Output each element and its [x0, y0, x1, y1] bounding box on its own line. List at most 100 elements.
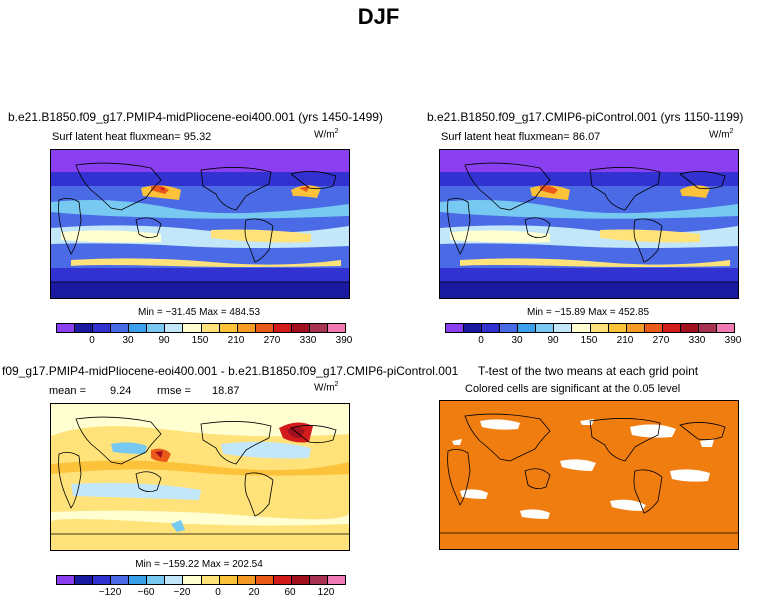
colorbar-swatch [75, 576, 94, 584]
colorbar-tick-label: 330 [688, 335, 706, 346]
colorbar-swatch [129, 324, 148, 332]
panel1-minmax: Min = −31.45 Max = 484.53 [137, 307, 261, 318]
colorbar-tick-label: 30 [122, 335, 134, 346]
panel3-title: f09_g17.PMIP4-midPliocene-eoi400.001 - b… [2, 364, 459, 378]
colorbar-tick-label: 330 [299, 335, 317, 346]
colorbar-tick-label: 90 [158, 335, 170, 346]
colorbar-swatch [500, 324, 519, 332]
colorbar-tick-label: 120 [317, 587, 335, 598]
colorbar-swatch [291, 576, 310, 584]
colorbar-swatch [309, 324, 328, 332]
colorbar-swatch [129, 576, 148, 584]
colorbar-swatch [626, 324, 645, 332]
panel1-subtitle: Surf latent heat fluxmean= 95.32 [52, 131, 212, 143]
colorbar-swatch [572, 324, 591, 332]
colorbar-swatch [111, 324, 130, 332]
colorbar-tick-label: 210 [616, 335, 634, 346]
colorbar-swatch [590, 324, 609, 332]
panel2-units: W/m2 [709, 128, 733, 140]
panel1-units: W/m2 [314, 128, 338, 140]
colorbar-swatch [273, 576, 292, 584]
units-base: W/m [314, 129, 335, 141]
colorbar-tick-label: 270 [652, 335, 670, 346]
units-exp: 2 [334, 381, 339, 388]
panel4-map [439, 400, 739, 550]
colorbar-swatch [165, 576, 184, 584]
colorbar-tick-label: 60 [284, 587, 296, 598]
colorbar-tick-label: 20 [248, 587, 260, 598]
colorbar-tick-label: 390 [335, 335, 353, 346]
panel1-map [50, 149, 350, 299]
colorbar-swatch [273, 324, 292, 332]
panel1-colorbar [56, 323, 346, 333]
colorbar-swatch [554, 324, 573, 332]
colorbar-tick-label: 210 [227, 335, 245, 346]
colorbar-tick-label: −120 [98, 587, 122, 598]
colorbar-swatch [57, 576, 76, 584]
panel3-colorbar-ticks: −120 −60 −20 0 20 60 120 [56, 587, 344, 599]
colorbar-swatch [464, 324, 483, 332]
colorbar-swatch [327, 576, 345, 584]
colorbar-swatch [111, 576, 130, 584]
units-exp: 2 [334, 128, 339, 135]
colorbar-swatch [309, 576, 328, 584]
colorbar-swatch [147, 576, 166, 584]
colorbar-swatch [57, 324, 76, 332]
units-exp: 2 [729, 128, 734, 135]
colorbar-tick-label: 30 [511, 335, 523, 346]
colorbar-swatch [255, 324, 274, 332]
panel2-map [439, 149, 739, 299]
colorbar-swatch [482, 324, 501, 332]
panel4-title: T-test of the two means at each grid poi… [478, 364, 699, 378]
colorbar-swatch [219, 576, 238, 584]
colorbar-tick-label: 0 [215, 587, 221, 598]
colorbar-tick-label: 0 [89, 335, 95, 346]
panel3-map [50, 403, 350, 551]
colorbar-tick-label: −60 [137, 587, 155, 598]
colorbar-swatch [644, 324, 663, 332]
colorbar-swatch [93, 576, 112, 584]
panel4-subtitle: Colored cells are significant at the 0.0… [465, 383, 681, 395]
colorbar-swatch [446, 324, 465, 332]
colorbar-tick-label: 90 [547, 335, 559, 346]
colorbar-swatch [237, 324, 256, 332]
colorbar-tick-label: 270 [263, 335, 281, 346]
panel2-minmax: Min = −15.89 Max = 452.85 [526, 307, 650, 318]
panel2-title: b.e21.B1850.f09_g17.CMIP6-piControl.001 … [427, 110, 744, 124]
colorbar-swatch [662, 324, 681, 332]
colorbar-swatch [183, 576, 202, 584]
panel1-title: b.e21.B1850.f09_g17.PMIP4-midPliocene-eo… [8, 110, 383, 124]
colorbar-swatch [608, 324, 627, 332]
colorbar-swatch [201, 324, 220, 332]
colorbar-swatch [255, 576, 274, 584]
colorbar-swatch [75, 324, 94, 332]
colorbar-swatch [183, 324, 202, 332]
panel3-minmax: Min = −159.22 Max = 202.54 [135, 559, 263, 570]
colorbar-tick-label: 150 [191, 335, 209, 346]
colorbar-swatch [147, 324, 166, 332]
colorbar-swatch [536, 324, 555, 332]
colorbar-tick-label: −20 [173, 587, 191, 598]
panel3-rmse-value: 18.87 [212, 385, 240, 397]
panel1-colorbar-ticks: 0 30 90 150 210 270 330 390 [56, 335, 352, 347]
colorbar-tick-label: 150 [580, 335, 598, 346]
colorbar-swatch [680, 324, 699, 332]
colorbar-swatch [716, 324, 734, 332]
colorbar-swatch [518, 324, 537, 332]
colorbar-swatch [165, 324, 184, 332]
panel3-mean-label: mean = [49, 385, 86, 397]
panel2-colorbar [445, 323, 735, 333]
colorbar-swatch [219, 324, 238, 332]
panel2-colorbar-ticks: 0 30 90 150 210 270 330 390 [445, 335, 741, 347]
colorbar-tick-label: 0 [478, 335, 484, 346]
panel3-rmse-label: rmse = [157, 385, 191, 397]
colorbar-swatch [93, 324, 112, 332]
units-base: W/m [709, 129, 730, 141]
colorbar-swatch [201, 576, 220, 584]
panel3-mean-value: 9.24 [110, 385, 132, 397]
page-title: DJF [357, 4, 400, 29]
panel3-units: W/m2 [314, 381, 338, 393]
colorbar-swatch [327, 324, 345, 332]
colorbar-tick-label: 390 [724, 335, 742, 346]
colorbar-swatch [291, 324, 310, 332]
